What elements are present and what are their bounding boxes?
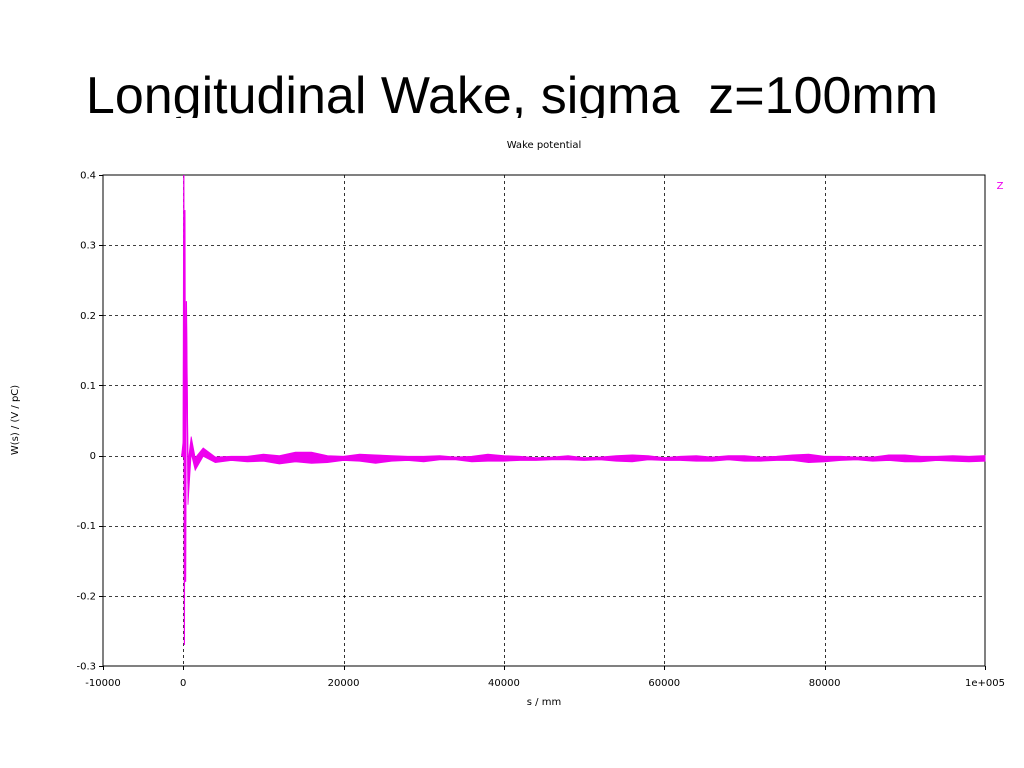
grid-lines [103,175,985,666]
x-tick-label: 60000 [648,678,680,689]
y-tick-label: 0.2 [80,311,96,322]
x-axis-label: s / mm [527,697,561,708]
chart-title: Wake potential [507,140,582,151]
y-tick-label: 0.4 [80,171,96,182]
x-tick-label: 40000 [488,678,520,689]
y-tick-label: 0 [90,451,96,462]
y-tick-label: 0.1 [80,381,96,392]
series-z-line [181,174,986,646]
axis-ticks [99,175,986,670]
x-tick-label: 20000 [328,678,360,689]
x-tick-label: 1e+005 [965,678,1005,689]
x-tick-label: -10000 [85,678,120,689]
y-axis-label: W(s) / (V / pC) [10,385,21,455]
tick-labels: -10000 0 20000 40000 60000 80000 1e+005 -0.3 -0.… [76,171,1005,690]
legend-entry-z: Z [997,181,1004,192]
x-tick-label: 0 [180,678,186,689]
plot-area-frame [102,174,986,667]
x-tick-label: 80000 [809,678,841,689]
y-tick-label: -0.3 [76,662,96,673]
slide-title: Longitudinal Wake, sigma z=100mm [85,67,939,118]
series-layer [181,174,986,646]
y-tick-label: -0.2 [76,591,96,602]
y-tick-label: 0.3 [80,241,96,252]
y-tick-label: -0.1 [76,521,96,532]
